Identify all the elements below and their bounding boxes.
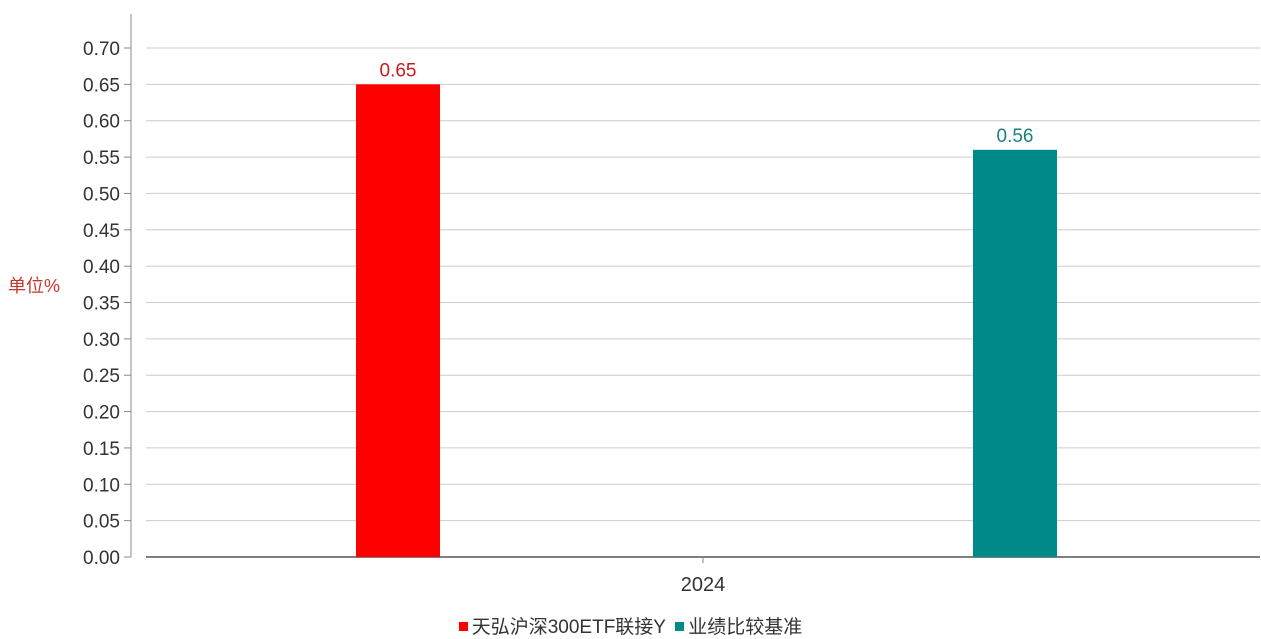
grid-lines bbox=[146, 47, 1260, 522]
bar-0 bbox=[356, 84, 440, 557]
y-tick-label: 0.35 bbox=[83, 294, 120, 315]
legend-item-benchmark[interactable]: 业绩比较基准 bbox=[675, 612, 802, 639]
legend-swatch-fund bbox=[458, 622, 468, 631]
data-label-1: 0.56 bbox=[997, 126, 1034, 147]
x-tick-label: 2024 bbox=[681, 574, 726, 596]
y-tick-label: 0.10 bbox=[83, 475, 120, 496]
y-tick-label: 0.40 bbox=[83, 257, 120, 278]
y-tick-label: 0.30 bbox=[83, 330, 120, 351]
legend-label-fund: 天弘沪深300ETF联接Y bbox=[471, 617, 666, 638]
y-tick-label: 0.45 bbox=[83, 221, 120, 242]
legend-swatch-benchmark bbox=[675, 622, 685, 631]
legend-label-benchmark: 业绩比较基准 bbox=[688, 617, 803, 638]
y-tick-label: 0.70 bbox=[83, 39, 120, 60]
bars: 0.65 0.56 bbox=[356, 60, 1057, 558]
legend: 天弘沪深300ETF联接Y 业绩比较基准 bbox=[0, 612, 1261, 639]
y-axis-label: 单位% bbox=[8, 276, 60, 296]
y-tick-label: 0.55 bbox=[83, 148, 120, 169]
y-tick-label: 0.65 bbox=[83, 75, 120, 96]
data-label-0: 0.65 bbox=[380, 60, 417, 81]
y-tick-label: 0.20 bbox=[83, 403, 120, 424]
y-tick-label: 0.25 bbox=[83, 366, 120, 387]
x-axis: 2024 bbox=[146, 556, 1260, 596]
y-tick-label: 0.15 bbox=[83, 439, 120, 460]
legend-item-fund[interactable]: 天弘沪深300ETF联接Y bbox=[458, 612, 666, 639]
y-axis: 0.00 0.05 0.10 0.15 0.20 0.25 0.30 0.35 0.40 0.45… bbox=[83, 14, 132, 569]
y-tick-label: 0.05 bbox=[83, 512, 120, 533]
y-tick-label: 0.50 bbox=[83, 184, 120, 205]
bar-1 bbox=[973, 149, 1057, 558]
y-tick-label: 0.60 bbox=[83, 112, 120, 133]
y-tick-label: 0.00 bbox=[83, 548, 120, 569]
